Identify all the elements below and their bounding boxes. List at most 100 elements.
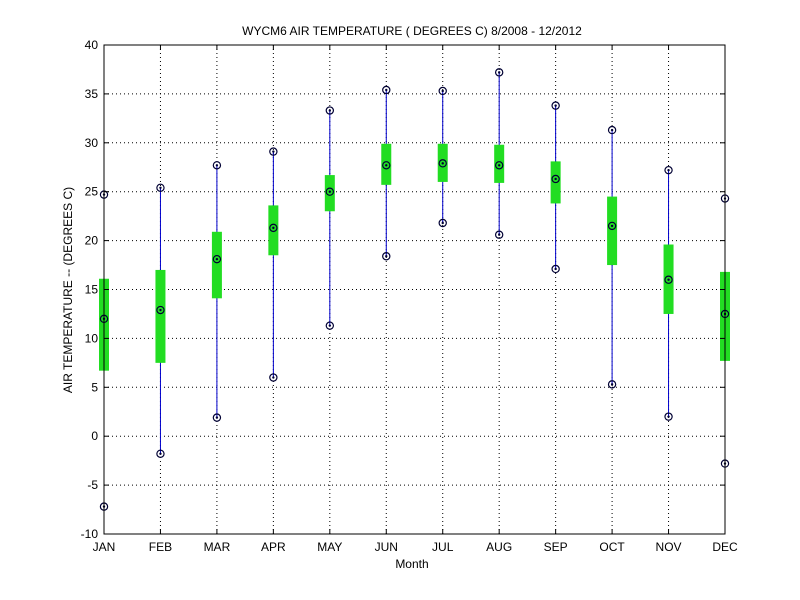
- x-tick-label: SEP: [544, 540, 568, 554]
- month-box-aug: [494, 68, 505, 239]
- month-box-jul: [437, 86, 448, 228]
- max-marker: [438, 86, 447, 96]
- min-marker-dot: [328, 324, 332, 327]
- max-marker: [269, 147, 278, 156]
- max-marker-dot: [385, 88, 388, 92]
- max-marker: [551, 101, 560, 110]
- chart-title: WYCM6 AIR TEMPERATURE ( DEGREES C) 8/200…: [242, 24, 582, 38]
- iqr-box: [155, 269, 166, 363]
- max-marker-dot: [328, 109, 332, 112]
- max-marker-dot: [610, 128, 614, 132]
- y-tick-label: 40: [85, 38, 99, 52]
- max-marker-dot: [159, 186, 162, 189]
- month-box-may: [324, 106, 335, 330]
- month-box-nov: [663, 165, 674, 421]
- min-marker-dot: [667, 415, 670, 418]
- x-tick-label: JUN: [375, 540, 398, 554]
- min-marker-dot: [554, 267, 557, 271]
- y-tick-label: 10: [85, 331, 99, 345]
- min-marker: [382, 252, 391, 261]
- max-marker-dot: [441, 89, 444, 93]
- median-marker: [269, 223, 278, 233]
- min-marker-dot: [441, 221, 444, 225]
- x-tick-label: AUG: [486, 540, 512, 554]
- grid-lines: [104, 45, 725, 534]
- median-marker: [382, 161, 391, 170]
- min-marker-dot: [610, 383, 614, 386]
- min-marker: [156, 449, 165, 459]
- y-tick-label: 20: [85, 234, 99, 248]
- y-tick-label: 35: [85, 87, 99, 101]
- y-tick-label: 15: [85, 283, 99, 297]
- iqr-box: [211, 231, 222, 299]
- x-tick-label: MAY: [317, 540, 342, 554]
- median-marker-dot: [667, 278, 670, 281]
- x-tick-label: JAN: [93, 540, 116, 554]
- y-tick-label: 5: [91, 380, 98, 394]
- max-marker-dot: [215, 164, 219, 167]
- min-marker: [325, 321, 335, 330]
- max-marker: [212, 161, 222, 170]
- median-marker: [494, 161, 504, 170]
- min-marker: [212, 413, 222, 422]
- median-marker: [607, 221, 617, 231]
- min-marker: [607, 380, 617, 389]
- month-box-jun: [381, 85, 392, 261]
- y-tick-label: 25: [85, 185, 99, 199]
- min-marker-dot: [272, 376, 275, 379]
- axes-frame: [103, 44, 726, 535]
- median-marker: [212, 254, 222, 264]
- month-box-apr: [268, 147, 279, 382]
- max-marker-dot: [667, 168, 670, 172]
- median-marker: [664, 275, 673, 284]
- x-tick-label: MAR: [204, 540, 231, 554]
- y-tick-label: 30: [85, 136, 99, 150]
- median-marker-dot: [272, 226, 275, 230]
- min-marker: [494, 230, 504, 239]
- median-marker-dot: [441, 162, 444, 165]
- x-tick-label: DEC: [712, 540, 738, 554]
- iqr-box: [494, 144, 505, 183]
- max-marker: [156, 183, 165, 192]
- month-box-feb: [155, 183, 166, 459]
- iqr-box: [607, 196, 618, 266]
- iqr-box: [268, 205, 279, 256]
- min-marker-dot: [215, 416, 219, 419]
- x-tick-label: NOV: [656, 540, 682, 554]
- x-tick-label: OCT: [599, 540, 625, 554]
- median-marker-dot: [385, 164, 388, 167]
- min-marker-dot: [159, 452, 162, 456]
- median-marker-dot: [328, 190, 332, 193]
- min-marker: [438, 218, 447, 228]
- median-marker-dot: [610, 224, 614, 228]
- y-tick-label: 0: [91, 429, 98, 443]
- month-box-oct: [607, 125, 618, 389]
- max-marker-dot: [497, 71, 501, 74]
- max-marker-dot: [272, 150, 275, 153]
- max-marker: [664, 165, 673, 175]
- min-marker: [551, 264, 560, 274]
- max-marker: [382, 85, 391, 95]
- median-marker: [551, 174, 560, 184]
- y-tick-label: -5: [87, 478, 98, 492]
- plot-series: [99, 68, 730, 511]
- min-marker-dot: [497, 233, 501, 236]
- month-box-mar: [211, 161, 222, 422]
- x-axis-label: Month: [395, 557, 428, 571]
- max-marker-dot: [554, 104, 557, 107]
- median-marker: [325, 187, 335, 196]
- min-marker: [269, 373, 278, 382]
- iqr-box: [324, 175, 335, 212]
- month-box-sep: [550, 101, 561, 274]
- max-marker: [325, 106, 335, 115]
- median-marker: [438, 159, 447, 168]
- median-marker-dot: [497, 164, 501, 167]
- x-tick-label: JUL: [432, 540, 454, 554]
- x-tick-label: APR: [261, 540, 286, 554]
- y-tick-label: -10: [81, 527, 99, 541]
- axis-ticks: -10 -5 0 5 10 15 20 25 30 35 40 JAN FEB MAR APR MAY JUN J…: [81, 38, 738, 554]
- median-marker-dot: [215, 257, 219, 261]
- min-marker: [664, 412, 673, 421]
- max-marker: [494, 68, 504, 77]
